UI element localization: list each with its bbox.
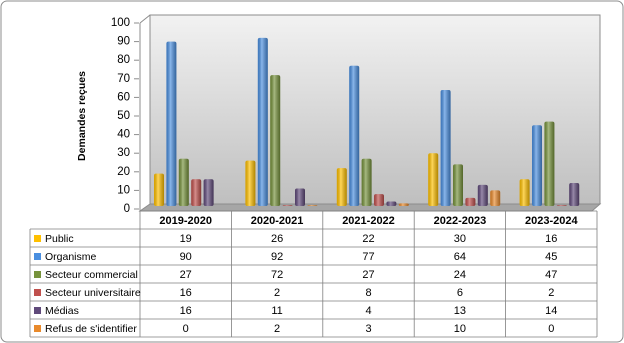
table-value: 72: [271, 269, 283, 281]
table-value: 16: [545, 233, 557, 245]
legend-label: Secteur commercial: [45, 269, 138, 281]
table-value: 92: [271, 251, 283, 263]
table-value: 47: [545, 269, 557, 281]
table-value: 6: [457, 287, 463, 299]
bar: [519, 179, 530, 206]
table-value: 27: [180, 269, 192, 281]
bar: [166, 41, 177, 206]
table-value: 3: [365, 323, 371, 335]
bar: [361, 158, 372, 206]
table-value: 2: [274, 287, 280, 299]
table-value: 2: [548, 287, 554, 299]
y-tick-label: 10: [117, 184, 130, 196]
legend-label: Public: [45, 233, 74, 245]
bar: [154, 173, 164, 206]
bar: [556, 205, 567, 206]
legend-swatch: [34, 253, 41, 260]
table-value: 22: [362, 233, 374, 245]
x-tick-label: 2022-2023: [434, 215, 487, 227]
legend-swatch: [34, 289, 41, 296]
bar: [440, 89, 451, 206]
bar: [191, 179, 202, 206]
table-value: 64: [454, 251, 466, 263]
x-tick-label: 2023-2024: [525, 215, 578, 227]
side-edge: [139, 14, 151, 24]
table-value: 30: [454, 233, 466, 245]
bar: [490, 190, 501, 206]
bar: [569, 182, 580, 206]
bar: [477, 184, 488, 206]
bar: [544, 121, 555, 206]
bar: [386, 201, 397, 206]
x-tick-label: 2019-2020: [159, 215, 212, 227]
bar: [428, 153, 439, 206]
bar: [307, 205, 318, 206]
legend-swatch: [34, 307, 41, 314]
table-value: 24: [454, 269, 466, 281]
legend-swatch: [34, 325, 41, 332]
table-value: 2: [274, 323, 280, 335]
y-axis-label: Demandes reçues: [76, 71, 88, 161]
table-value: 0: [183, 323, 189, 335]
table-value: 10: [454, 323, 466, 335]
table-value: 0: [548, 323, 554, 335]
legend-label: Refus de s'identifier: [45, 323, 137, 335]
legend-label: Secteur universitaire: [45, 287, 141, 299]
table-value: 4: [365, 305, 371, 317]
y-tick-label: 30: [117, 147, 130, 159]
table-value: 16: [180, 287, 192, 299]
x-tick-label: 2020-2021: [251, 215, 304, 227]
bar: [295, 188, 305, 206]
bar: [282, 205, 293, 206]
bar: [336, 168, 347, 206]
bar: [374, 194, 384, 206]
table-value: 26: [271, 233, 283, 245]
y-tick-label: 0: [124, 203, 130, 215]
y-tick-label: 70: [117, 73, 130, 85]
table-value: 8: [365, 287, 371, 299]
table-value: 14: [545, 305, 557, 317]
legend-label: Organisme: [45, 251, 97, 263]
table-value: 11: [271, 305, 282, 317]
bar: [178, 158, 189, 206]
bar: [465, 197, 476, 206]
y-tick-label: 40: [117, 129, 130, 141]
bar: [349, 65, 360, 206]
table-value: 16: [180, 305, 192, 317]
y-tick-label: 50: [117, 110, 130, 122]
legend-label: Médias: [45, 305, 79, 317]
table-value: 45: [545, 251, 557, 263]
y-tick-label: 90: [117, 36, 130, 48]
x-tick-label: 2021-2022: [342, 215, 395, 227]
table-value: 27: [362, 269, 374, 281]
bar: [532, 125, 542, 206]
bar: [270, 75, 281, 206]
bar: [203, 179, 214, 206]
y-tick-label: 60: [117, 91, 130, 103]
bar: [257, 37, 268, 206]
legend-swatch: [34, 271, 41, 278]
bar: [453, 164, 463, 206]
y-tick-label: 100: [111, 17, 130, 29]
bar: [398, 203, 409, 206]
legend-swatch: [34, 235, 41, 242]
table-value: 19: [180, 233, 192, 245]
y-tick-label: 80: [117, 54, 130, 66]
table-value: 90: [180, 251, 192, 263]
table-value: 13: [454, 305, 466, 317]
y-tick-label: 20: [117, 166, 130, 178]
table-value: 77: [362, 251, 374, 263]
bar: [245, 160, 256, 206]
